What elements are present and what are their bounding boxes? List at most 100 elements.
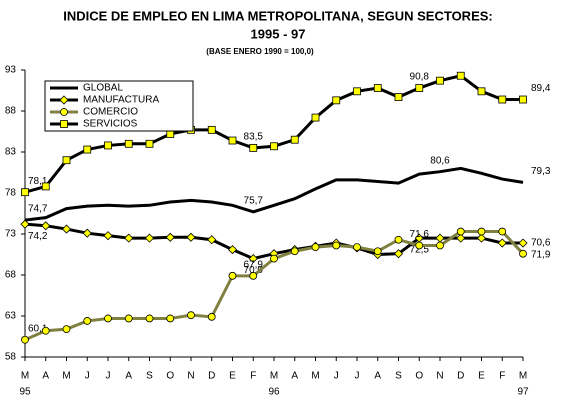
point — [456, 227, 465, 236]
point — [124, 314, 133, 323]
value-label: 71,9 — [531, 250, 551, 261]
point — [498, 95, 507, 104]
point — [83, 317, 92, 325]
point — [436, 241, 444, 250]
y-tick-label: 83 — [5, 147, 17, 158]
point — [228, 136, 237, 145]
x-tick-label: A — [42, 371, 49, 382]
point — [145, 139, 154, 148]
point — [456, 233, 466, 243]
x-tick-label: A — [125, 371, 132, 382]
point — [41, 326, 50, 335]
x-tick-label: D — [457, 371, 464, 382]
point — [497, 238, 507, 248]
point — [186, 232, 196, 242]
point — [103, 231, 113, 241]
x-tick-label: J — [85, 371, 90, 382]
value-label: 70,6 — [531, 237, 551, 248]
legend-marker — [60, 120, 68, 128]
value-label: 71,6 — [410, 229, 430, 240]
point — [415, 241, 424, 250]
point — [124, 233, 134, 243]
point — [332, 96, 341, 105]
chart-subtitle: 1995 - 97 — [251, 26, 306, 41]
y-tick-label: 93 — [5, 65, 17, 76]
x-tick-label: N — [187, 371, 194, 382]
y-tick-label: 63 — [5, 311, 17, 322]
point — [373, 247, 382, 256]
x-tick-label: F — [250, 371, 256, 382]
point — [270, 142, 278, 151]
legend-label: SERVICIOS — [83, 119, 138, 130]
value-label: 89,4 — [531, 83, 551, 94]
point — [518, 238, 528, 248]
point — [290, 135, 299, 144]
x-tick-label: J — [334, 371, 339, 382]
point — [166, 314, 175, 323]
point — [353, 87, 361, 96]
x-tick-label: D — [208, 371, 215, 382]
point — [104, 141, 112, 150]
x-tick-label: M — [519, 371, 527, 382]
point — [83, 145, 92, 154]
point — [373, 84, 382, 92]
value-label: 60,1 — [28, 323, 48, 334]
value-label: 79,3 — [531, 166, 551, 177]
point — [82, 228, 92, 238]
legend-label: COMERCIO — [83, 107, 138, 118]
legend-marker — [60, 108, 68, 116]
x-tick-label: F — [499, 371, 505, 382]
x-tick-label: A — [291, 371, 298, 382]
point — [104, 314, 112, 323]
point — [249, 143, 258, 152]
x-tick-label: M — [62, 371, 70, 382]
point — [248, 254, 258, 264]
x-tick-label: O — [166, 371, 174, 382]
value-label: 80,6 — [430, 155, 450, 166]
x-tick-label: S — [146, 371, 153, 382]
point — [20, 219, 30, 229]
point — [227, 245, 238, 255]
point — [270, 254, 278, 263]
point — [207, 125, 216, 134]
x-tick-label: O — [415, 371, 423, 382]
point — [436, 76, 444, 85]
point — [519, 95, 527, 104]
point — [456, 71, 465, 80]
legend-marker — [59, 95, 69, 105]
point — [394, 235, 403, 244]
chart-title: INDICE DE EMPLEO EN LIMA METROPOLITANA, … — [63, 8, 493, 23]
point — [498, 227, 507, 236]
point — [394, 93, 403, 101]
point — [165, 232, 175, 242]
value-label: 75,7 — [244, 196, 264, 207]
point — [393, 249, 404, 259]
point — [187, 311, 195, 320]
x-tick-label: M — [21, 371, 29, 382]
point — [21, 335, 29, 344]
point — [477, 87, 486, 96]
point — [249, 271, 258, 280]
point — [41, 221, 51, 231]
value-label: 74,2 — [28, 231, 48, 242]
point — [124, 139, 133, 148]
legend-label: MANUFACTURA — [83, 95, 159, 106]
point — [145, 314, 154, 323]
y-tick-label: 73 — [5, 229, 17, 240]
x-tick-label: S — [395, 371, 402, 382]
value-label: 67,9 — [244, 259, 264, 270]
y-tick-label: 78 — [5, 188, 17, 199]
x-tick-label: E — [478, 371, 485, 382]
point — [62, 156, 71, 165]
point — [228, 271, 237, 280]
legend-label: GLOBAL — [83, 83, 123, 94]
point — [519, 249, 527, 258]
point — [62, 325, 71, 334]
point — [144, 233, 155, 243]
chart-note: (BASE ENERO 1990 = 100,0) — [206, 47, 314, 56]
x-tick-label: M — [270, 371, 278, 382]
x-year-label: 97 — [517, 387, 529, 398]
point — [311, 243, 320, 252]
